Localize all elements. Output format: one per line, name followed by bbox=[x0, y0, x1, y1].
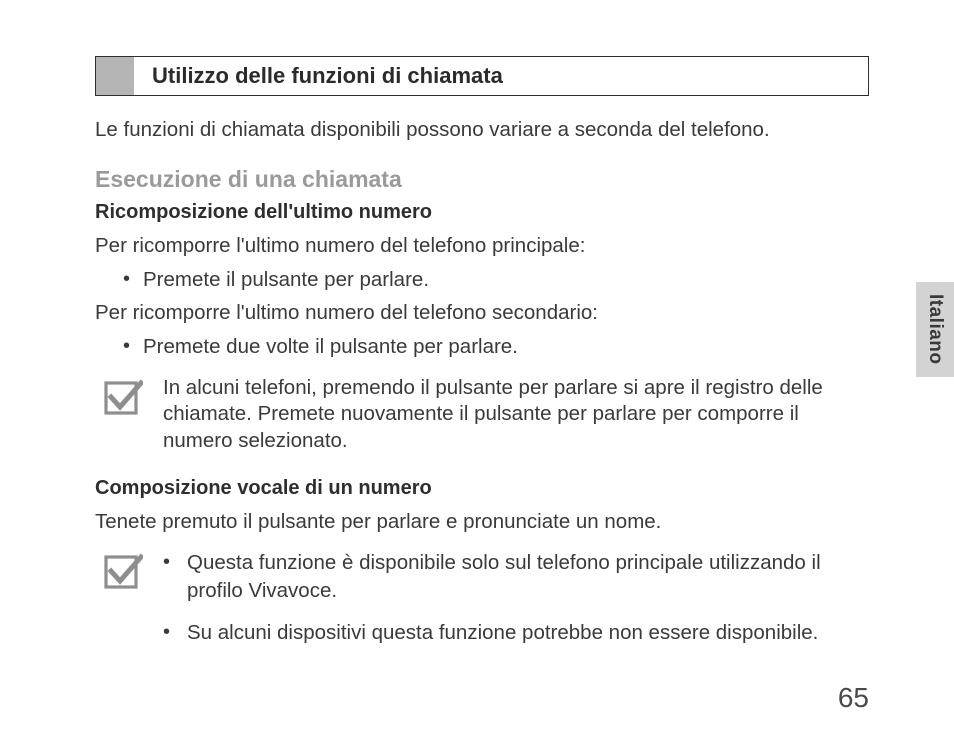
note-text-1: In alcuni telefoni, premendo il pulsante… bbox=[163, 375, 869, 455]
heading-voice-dial: Composizione vocale di un numero bbox=[95, 477, 869, 500]
redial-primary-list: Premete il pulsante per parlare. bbox=[95, 266, 869, 294]
manual-page: Utilizzo delle funzioni di chiamata Le f… bbox=[0, 0, 954, 742]
section-header-ornament bbox=[96, 57, 134, 95]
heading-esecuzione: Esecuzione di una chiamata bbox=[95, 166, 869, 193]
language-tab: Italiano bbox=[916, 282, 954, 377]
list-item: Questa funzione è disponibile solo sul t… bbox=[163, 549, 869, 604]
redial-secondary-intro: Per ricomporre l'ultimo numero del telef… bbox=[95, 299, 869, 327]
list-item: Premete due volte il pulsante per parlar… bbox=[123, 333, 869, 361]
intro-text: Le funzioni di chiamata disponibili poss… bbox=[95, 118, 869, 142]
section-title: Utilizzo delle funzioni di chiamata bbox=[134, 57, 868, 95]
voice-intro: Tenete premuto il pulsante per parlare e… bbox=[95, 508, 869, 536]
redial-secondary-list: Premete due volte il pulsante per parlar… bbox=[95, 333, 869, 361]
note-block-2: Questa funzione è disponibile solo sul t… bbox=[103, 549, 869, 660]
checkmark-icon bbox=[103, 377, 143, 417]
list-item: Premete il pulsante per parlare. bbox=[123, 266, 869, 294]
heading-ricomposizione: Ricomposizione dell'ultimo numero bbox=[95, 201, 869, 224]
note2-list: Questa funzione è disponibile solo sul t… bbox=[163, 549, 869, 646]
checkmark-icon bbox=[103, 551, 143, 591]
page-number: 65 bbox=[838, 682, 869, 714]
section-header: Utilizzo delle funzioni di chiamata bbox=[95, 56, 869, 96]
redial-primary-intro: Per ricomporre l'ultimo numero del telef… bbox=[95, 232, 869, 260]
list-item: Su alcuni dispositivi questa funzione po… bbox=[163, 619, 869, 647]
note-text-2: Questa funzione è disponibile solo sul t… bbox=[163, 549, 869, 660]
note-block-1: In alcuni telefoni, premendo il pulsante… bbox=[103, 375, 869, 455]
language-tab-label: Italiano bbox=[924, 294, 946, 365]
